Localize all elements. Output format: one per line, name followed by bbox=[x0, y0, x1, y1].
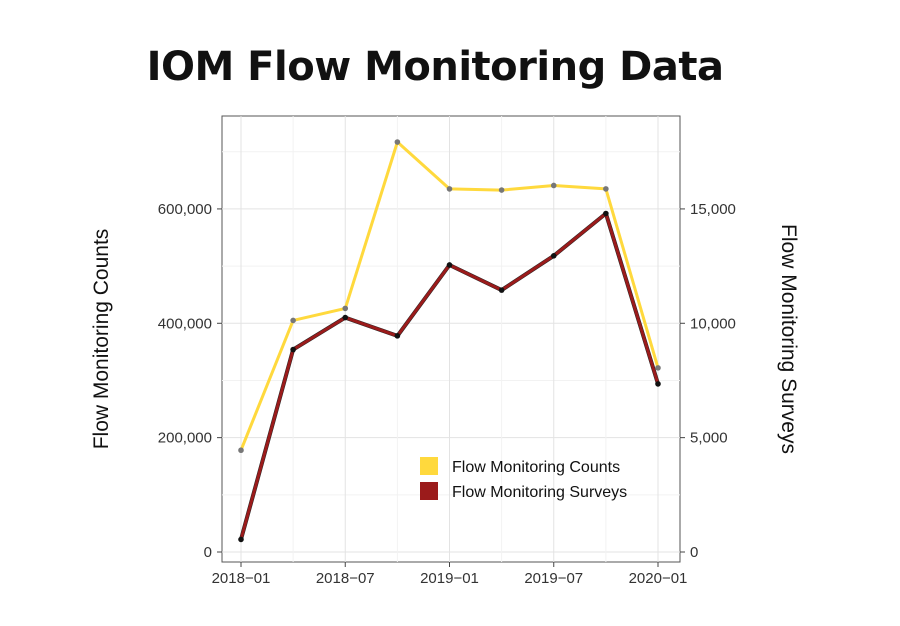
legend: Flow Monitoring Counts Flow Monitoring S… bbox=[420, 457, 627, 501]
data-point-counts bbox=[603, 186, 609, 192]
x-tick-label: 2018−01 bbox=[212, 570, 271, 587]
data-point-surveys bbox=[342, 314, 349, 321]
data-point-counts bbox=[290, 317, 296, 324]
data-point-surveys bbox=[238, 536, 244, 543]
data-point-surveys bbox=[603, 210, 609, 217]
data-point-surveys bbox=[655, 381, 661, 387]
data-point-counts bbox=[342, 305, 349, 312]
legend-label-counts: Flow Monitoring Counts bbox=[452, 459, 620, 476]
y-tick-label-right: 10,000 bbox=[690, 315, 736, 332]
data-point-surveys bbox=[498, 287, 505, 293]
y-tick-label-right: 5,000 bbox=[690, 430, 728, 447]
y-tick-label-right: 0 bbox=[690, 544, 698, 561]
data-point-counts bbox=[550, 182, 557, 189]
y-axis-title-right: Flow Monitoring Surveys bbox=[777, 224, 800, 454]
y-tick-label-left: 0 bbox=[204, 544, 212, 561]
data-point-counts bbox=[238, 447, 244, 454]
x-tick-label: 2018−07 bbox=[316, 570, 375, 587]
data-point-surveys bbox=[550, 253, 557, 259]
x-tick-label: 2020−01 bbox=[629, 570, 688, 587]
y-tick-label-left: 400,000 bbox=[158, 315, 212, 332]
x-tick-label: 2019−07 bbox=[524, 570, 583, 587]
data-point-counts bbox=[446, 186, 453, 192]
legend-label-surveys: Flow Monitoring Surveys bbox=[452, 484, 627, 501]
data-point-surveys bbox=[394, 333, 401, 339]
chart-title: IOM Flow Monitoring Data bbox=[146, 44, 724, 90]
legend-key-counts bbox=[420, 457, 438, 475]
series-points bbox=[238, 139, 661, 543]
legend-key-surveys bbox=[420, 482, 438, 500]
y-axis-title-left: Flow Monitoring Counts bbox=[90, 229, 113, 450]
y-tick-label-right: 15,000 bbox=[690, 201, 736, 218]
data-point-surveys bbox=[446, 262, 453, 268]
data-point-surveys bbox=[290, 346, 296, 353]
axes: 0 200,000 400,000 600,000 0 5,000 10,000 15,000… bbox=[158, 201, 736, 587]
y-tick-label-left: 200,000 bbox=[158, 430, 212, 447]
data-point-counts bbox=[394, 139, 401, 145]
x-tick-label: 2019−01 bbox=[420, 570, 479, 587]
y-tick-label-left: 600,000 bbox=[158, 201, 212, 218]
data-point-counts bbox=[655, 365, 661, 371]
data-point-counts bbox=[498, 187, 505, 193]
